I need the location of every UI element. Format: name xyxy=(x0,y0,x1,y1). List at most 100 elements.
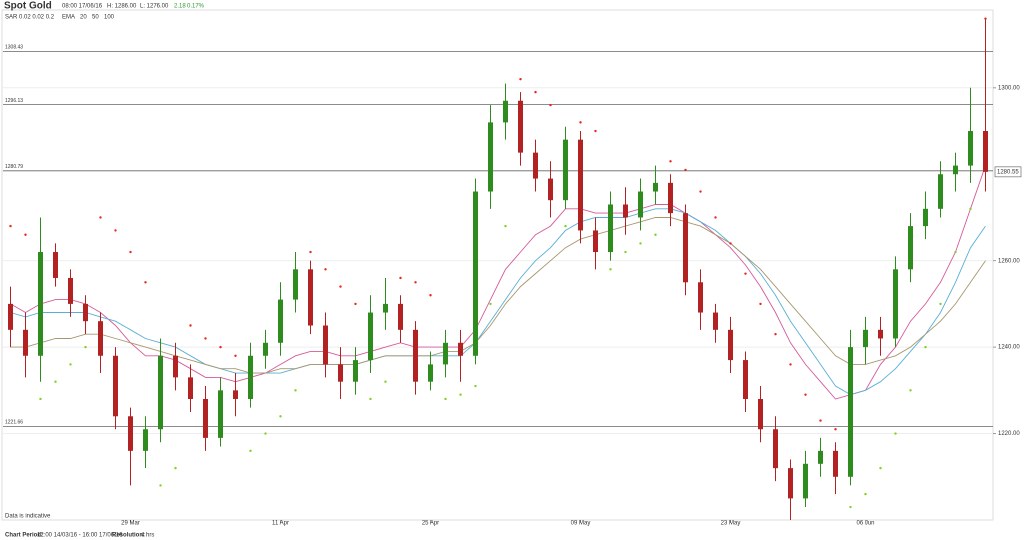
sar-dot xyxy=(339,285,342,288)
x-tick-label: 11 Apr xyxy=(272,521,289,527)
candle-body xyxy=(923,208,928,227)
ema-line xyxy=(10,217,986,374)
legend-label: 20 xyxy=(80,15,87,21)
sar-dot xyxy=(894,432,897,435)
sar-dot xyxy=(234,354,237,357)
sar-dot xyxy=(564,224,567,228)
period-label: Chart Period: xyxy=(5,533,43,539)
sar-dot xyxy=(459,393,462,396)
sar-dot xyxy=(24,233,27,236)
candle-body xyxy=(953,165,958,175)
level-label: 1221.66 xyxy=(5,420,23,426)
sar-dot xyxy=(579,121,582,124)
sar-dot xyxy=(984,17,987,20)
low: L: 1276.00 xyxy=(140,4,169,10)
candle-body xyxy=(323,325,328,365)
sar-dot xyxy=(729,242,732,245)
candle-body xyxy=(278,299,283,343)
candle-body xyxy=(443,342,448,365)
sar-dot xyxy=(84,345,87,349)
sar-dot xyxy=(759,302,762,306)
candle-body xyxy=(383,303,388,313)
sar-dot xyxy=(414,281,417,284)
candle-body xyxy=(143,429,148,451)
candle-body xyxy=(413,329,418,382)
sar-dot xyxy=(279,415,282,418)
x-tick-label: 06 Jun xyxy=(856,521,874,527)
candle-body xyxy=(608,204,613,253)
change: 2.18 xyxy=(174,4,186,10)
candle-body xyxy=(713,312,718,330)
y-tick-label: 1220.00 xyxy=(998,431,1020,437)
x-tick-label: 09 May xyxy=(571,521,591,527)
sar-dot xyxy=(219,345,222,349)
sar-dot xyxy=(939,302,942,306)
ema-line xyxy=(10,208,986,396)
sar-dot xyxy=(54,380,57,383)
sar-dot xyxy=(684,168,687,172)
sar-dot xyxy=(144,281,147,284)
candle-body xyxy=(98,321,103,356)
candle-body xyxy=(758,398,763,430)
sar-dot xyxy=(639,242,642,245)
sar-dot xyxy=(549,103,552,107)
candle-body xyxy=(173,355,178,378)
sar-dot xyxy=(699,190,702,193)
sar-dot xyxy=(819,419,822,422)
candle-body xyxy=(548,178,553,201)
candle-body xyxy=(158,355,163,430)
candle-body xyxy=(488,122,493,192)
sar-dot xyxy=(849,505,852,509)
sar-dot xyxy=(249,449,252,453)
sar-dot xyxy=(474,384,477,388)
sar-dot xyxy=(864,492,867,496)
candle-body xyxy=(128,416,133,451)
chart-title: Spot Gold xyxy=(4,1,52,12)
change-pct: 0.17% xyxy=(187,4,205,10)
candle-body xyxy=(698,282,703,313)
last-price-box xyxy=(994,166,1022,178)
sar-dot xyxy=(924,345,927,349)
sar-dot xyxy=(369,397,372,401)
sar-dot xyxy=(594,129,597,133)
sar-dot xyxy=(324,268,327,271)
candle-body xyxy=(338,364,343,382)
candle-body xyxy=(908,226,913,270)
candle-body xyxy=(638,191,643,218)
sar-dot xyxy=(519,77,522,81)
sar-dot xyxy=(774,332,777,336)
candle-body xyxy=(878,329,883,339)
sar-dot xyxy=(654,233,657,236)
candle-body xyxy=(563,139,568,201)
sar-dot xyxy=(789,363,792,366)
sar-dot xyxy=(669,160,672,163)
sar-label: SAR xyxy=(5,15,18,21)
sar-dot xyxy=(294,389,297,392)
y-tick-label: 1260.00 xyxy=(998,258,1020,264)
sar-dot xyxy=(714,216,717,219)
candle-body xyxy=(398,303,403,330)
candle-body xyxy=(653,182,658,192)
sar-dot xyxy=(9,224,12,228)
legend-label: 100 xyxy=(104,15,115,21)
candle-body xyxy=(203,398,208,438)
candle-body xyxy=(518,100,523,153)
sar-dot xyxy=(954,250,957,254)
x-tick-label: 25 Apr xyxy=(422,521,439,527)
sar-dot xyxy=(834,428,837,431)
sar-dot xyxy=(189,324,192,327)
sar-dot xyxy=(909,389,912,392)
note: Data is indicative xyxy=(5,514,51,520)
candle-body xyxy=(353,360,358,382)
plot-frame xyxy=(1,9,994,521)
candle-body xyxy=(68,277,73,304)
sar-dot xyxy=(114,229,117,232)
candle-body xyxy=(578,139,583,231)
period: 12:00 14/03/16 - 16:00 17/06/16 xyxy=(37,533,123,539)
candle-body xyxy=(233,390,238,399)
candle-body xyxy=(983,131,988,172)
last-price: 1280.55 xyxy=(997,169,1019,175)
